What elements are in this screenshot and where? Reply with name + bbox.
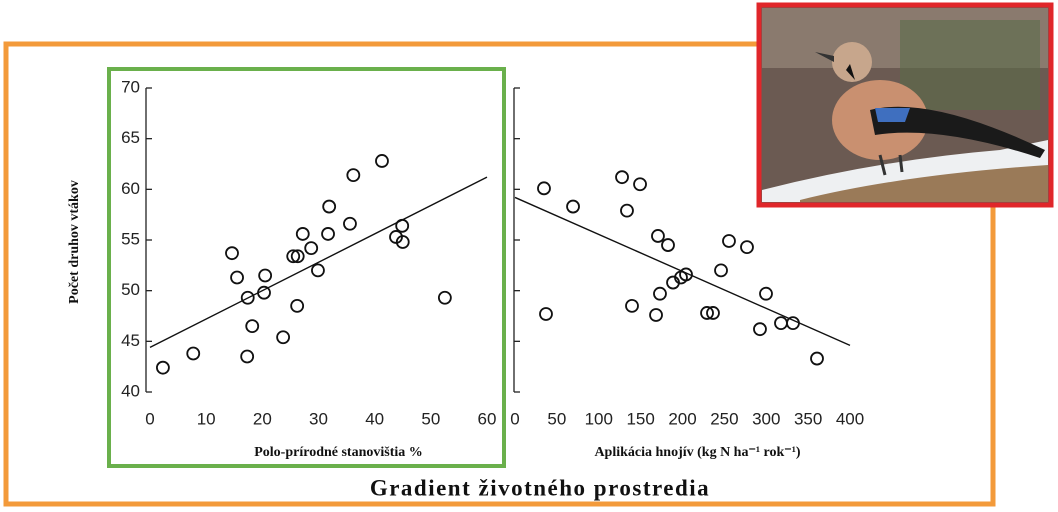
y-tick-label: 50	[121, 280, 140, 299]
point	[615, 170, 629, 185]
point	[759, 286, 773, 301]
point	[633, 177, 647, 192]
point	[311, 263, 325, 278]
x-axis-label: Polo-prírodné stanovištia %	[254, 445, 423, 460]
point	[649, 308, 663, 322]
point	[240, 290, 255, 305]
point	[290, 249, 305, 264]
point	[810, 351, 824, 366]
point	[321, 227, 335, 241]
point	[290, 298, 305, 313]
x-tick-label: 0	[510, 409, 519, 428]
y-tick-label: 70	[121, 77, 140, 96]
point	[625, 298, 639, 313]
x-tick-label: 50	[547, 409, 566, 428]
x-tick-label: 50	[421, 409, 440, 428]
x-tick-label: 200	[668, 409, 696, 428]
trend-line	[149, 176, 488, 349]
point	[753, 322, 767, 337]
point	[240, 349, 255, 364]
y-tick-label: 40	[121, 381, 140, 400]
point	[346, 168, 361, 183]
point	[679, 267, 693, 282]
point	[322, 199, 337, 214]
x-tick-label: 350	[794, 409, 822, 428]
point	[774, 316, 788, 330]
point	[245, 319, 260, 334]
bird-photo	[756, 2, 1054, 208]
point	[395, 218, 410, 233]
point	[304, 241, 319, 256]
point	[295, 227, 310, 241]
point	[276, 330, 291, 345]
x-tick-label: 250	[710, 409, 738, 428]
x-tick-label: 0	[145, 409, 154, 428]
x-tick-label: 60	[478, 409, 497, 428]
point	[258, 268, 273, 283]
point	[566, 199, 580, 214]
point	[437, 290, 452, 305]
x-axis-label: Aplikácia hnojív (kg N ha⁻¹ rok⁻¹)	[594, 445, 800, 460]
highlight-box	[107, 67, 506, 468]
point	[186, 346, 201, 361]
x-tick-label: 40	[365, 409, 384, 428]
x-tick-label: 150	[626, 409, 654, 428]
x-tick-label: 10	[197, 409, 216, 428]
caption: Gradient životného prostredia	[370, 475, 710, 500]
point	[700, 306, 714, 320]
point	[651, 229, 665, 243]
point	[537, 181, 551, 196]
point	[706, 306, 720, 320]
point	[714, 263, 728, 278]
point	[286, 249, 301, 264]
x-tick-label: 400	[836, 409, 864, 428]
point	[257, 285, 271, 300]
point	[343, 216, 357, 231]
point	[156, 360, 170, 375]
point	[653, 286, 667, 301]
point	[375, 154, 389, 168]
point	[740, 240, 754, 254]
x-tick-label: 30	[309, 409, 328, 428]
point	[722, 234, 736, 248]
y-axis-label: Počet druhov vtákov	[67, 180, 82, 304]
y-tick-label: 55	[121, 229, 140, 248]
point	[539, 307, 553, 321]
frame	[3, 41, 996, 507]
x-tick-label: 300	[752, 409, 780, 428]
point	[230, 270, 244, 285]
y-tick-label: 65	[121, 128, 140, 147]
point	[786, 316, 800, 330]
y-tick-label: 60	[121, 179, 140, 198]
x-tick-label: 100	[585, 409, 613, 428]
point	[225, 246, 239, 261]
point	[661, 238, 675, 252]
x-tick-label: 20	[253, 409, 272, 428]
y-tick-label: 45	[121, 331, 140, 350]
point	[620, 203, 634, 218]
point	[395, 235, 410, 249]
